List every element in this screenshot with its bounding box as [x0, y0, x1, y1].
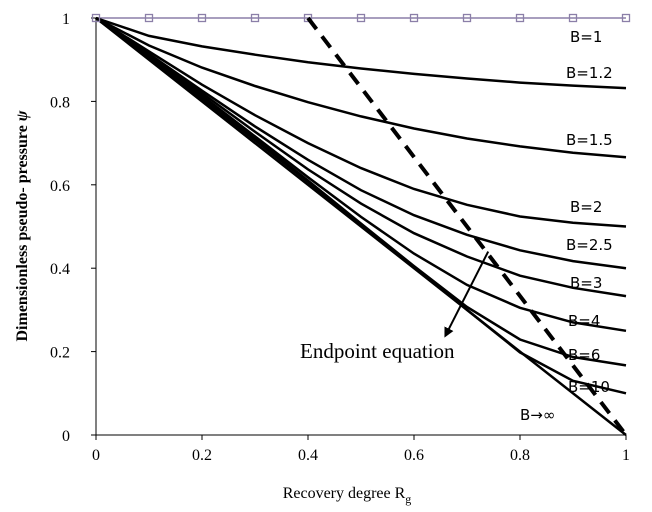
- series-line: [95, 16, 627, 333]
- annotation-arrow: [444, 251, 490, 338]
- series-line: [95, 16, 627, 90]
- data-point-marker: [621, 13, 631, 23]
- y-tick-label: 0.4: [50, 261, 70, 278]
- annotation-text: Endpoint equation: [300, 339, 455, 363]
- series-line: [95, 16, 627, 159]
- data-point-marker: [409, 13, 419, 23]
- series-line: [95, 16, 627, 228]
- x-tick-label: 0: [92, 447, 100, 464]
- x-tick-label: 0.6: [404, 447, 424, 464]
- data-point-marker: [250, 13, 260, 23]
- x-ticks: 0 0.2 0.4 0.6 0.8 1: [92, 435, 630, 464]
- data-point-marker: [515, 13, 525, 23]
- series-label: B=2.5: [566, 236, 613, 254]
- x-tick-label: 0.8: [510, 447, 530, 464]
- series-label: B=2: [570, 198, 602, 216]
- curve-labels: B=1 B=1.2 B=1.5 B=2 B=2.5 B=3 B=4 B=6 B=10 B→∞: [520, 28, 613, 424]
- series-label: B=1.2: [566, 64, 613, 82]
- y-tick-label: 0.2: [50, 345, 70, 362]
- y-axis-title-main: Dimensionless pseudo- pressure: [14, 121, 31, 341]
- series-line: [95, 16, 627, 298]
- series-line: [95, 17, 627, 395]
- series-label: B=3: [570, 274, 602, 292]
- series-line: [95, 16, 627, 367]
- y-tick-label: 0: [62, 428, 70, 445]
- y-tick-label: 1: [62, 11, 70, 28]
- data-point-marker: [568, 13, 578, 23]
- axes: [95, 18, 626, 436]
- x-axis-title: Recovery degree Rg: [283, 485, 412, 506]
- x-tick-label: 1: [622, 447, 630, 464]
- data-point-marker: [144, 13, 154, 23]
- data-point-marker: [197, 13, 207, 23]
- x-tick-label: 0.2: [192, 447, 212, 464]
- endpoint-dashed-line: [306, 16, 628, 437]
- series-label: B=10: [568, 378, 610, 396]
- y-axis-title-symbol: ψ: [14, 110, 31, 121]
- y-axis-title: Dimensionless pseudo- pressure ψ: [14, 110, 31, 341]
- endpoint-line: [306, 16, 628, 437]
- series-label: B=1.5: [566, 131, 613, 149]
- y-ticks: 0 0.2 0.4 0.6 0.8 1: [50, 11, 96, 445]
- series-label: B=1: [570, 28, 602, 46]
- series-line: [95, 16, 627, 270]
- data-point-marker: [303, 13, 313, 23]
- series-label: B=6: [568, 346, 600, 364]
- data-point-marker: [356, 13, 366, 23]
- b1-markers: [91, 13, 631, 23]
- series-label: B=4: [568, 312, 600, 330]
- series-line: [95, 17, 627, 436]
- x-axis-title-sub: g: [405, 492, 411, 506]
- curves: [95, 16, 627, 436]
- data-point-marker: [91, 13, 101, 23]
- x-axis-title-main: Recovery degree R: [283, 485, 406, 502]
- data-point-marker: [462, 13, 472, 23]
- y-tick-label: 0.8: [50, 94, 70, 111]
- series-label: B→∞: [520, 406, 555, 424]
- y-tick-label: 0.6: [50, 178, 70, 195]
- x-tick-label: 0.4: [298, 447, 318, 464]
